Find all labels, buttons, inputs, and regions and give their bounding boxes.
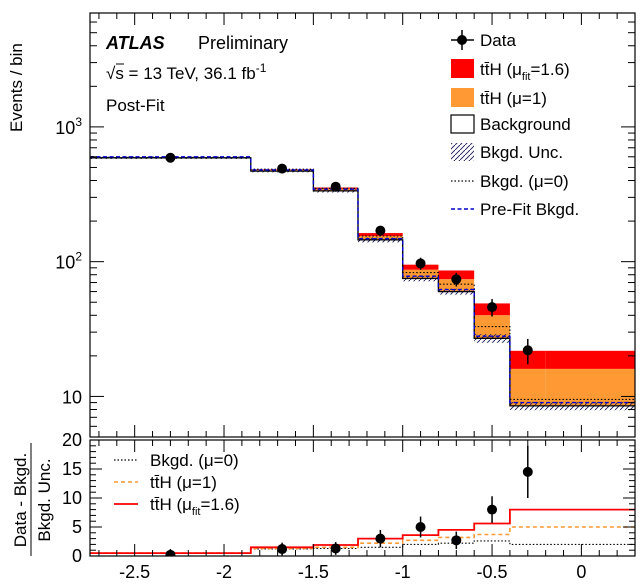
ratio-y-tick-label: 15 <box>62 459 82 479</box>
legend-data-marker <box>457 35 467 45</box>
legend-background-label: Background <box>480 115 571 134</box>
legend-entry-data: Data <box>451 30 516 50</box>
ratio-legend-entry-tth-fit: tt̄H (μfit=1.6) <box>114 495 240 518</box>
data-point <box>165 152 176 163</box>
data-point <box>375 225 386 236</box>
ratio-legend-entry-bkg-mu0: Bkgd. (μ=0) <box>114 451 239 470</box>
data-point <box>487 302 498 313</box>
preliminary-label: Preliminary <box>198 33 288 53</box>
data-point <box>522 345 533 356</box>
ratio-y-tick-label: 20 <box>62 430 82 450</box>
tth-fit-bar <box>545 350 635 369</box>
x-tick-label: -1.5 <box>298 562 329 582</box>
data-point <box>277 163 288 174</box>
ratio-data-point <box>522 466 533 477</box>
main-y-tick-label: 102 <box>55 250 82 273</box>
ratio-legend-tth-fit-label: tt̄H (μfit=1.6) <box>150 495 240 518</box>
main-legend: Data tt̄H (μfit=1.6) tt̄H (μ=1) Backgrou… <box>450 30 579 219</box>
ratio-y-tick-label: 0 <box>72 546 82 566</box>
legend-entry-prefit: Pre-Fit Bkgd. <box>451 200 579 219</box>
ratio-y-label-bottom: Bkgd. Unc. <box>35 458 54 541</box>
main-y-axis-label: Events / bin <box>7 43 26 132</box>
legend-background-swatch <box>450 114 475 134</box>
main-y-tick-label: 103 <box>55 115 82 138</box>
ratio-y-label-top: Data - Bkgd. <box>11 453 30 548</box>
legend-prefit-label: Pre-Fit Bkgd. <box>480 200 579 219</box>
atlas-label: ATLAS <box>105 33 165 53</box>
main-panel-frame <box>89 12 636 438</box>
background-bar <box>250 171 314 437</box>
tth-mu1-bar <box>402 269 439 279</box>
data-point <box>451 274 462 285</box>
data-point <box>330 181 341 192</box>
ratio-y-tick-label: 5 <box>72 517 82 537</box>
ratio-bkg-mu0-line <box>90 540 635 554</box>
legend-data-label: Data <box>480 31 516 50</box>
ratio-legend-entry-tth-mu1: tt̄H (μ=1) <box>114 473 217 492</box>
legend-entry-tth-fit: tt̄H (μfit=1.6) <box>451 59 570 83</box>
background-bar <box>313 190 359 437</box>
legend-tth-fit-swatch <box>451 59 474 78</box>
legend-bkg-unc-label: Bkgd. Unc. <box>480 143 563 162</box>
legend-entry-bkg-unc: Bkgd. Unc. <box>451 143 563 162</box>
post-fit-label: Post-Fit <box>106 96 165 115</box>
background-bar <box>358 239 403 437</box>
ratio-data-point <box>277 544 288 555</box>
legend-entry-bkg-mu0: Bkgd. (μ=0) <box>451 172 569 191</box>
ratio-y-tick-label: 10 <box>62 488 82 508</box>
ratio-legend-tth-mu1-label: tt̄H (μ=1) <box>150 473 217 492</box>
legend-bkg-unc-swatch <box>451 143 474 161</box>
background-bar <box>90 157 251 437</box>
legend-bkg-mu0-label: Bkgd. (μ=0) <box>480 172 569 191</box>
ratio-data-point <box>415 522 426 532</box>
x-tick-label: -2 <box>216 562 232 582</box>
legend-tth-mu1-swatch <box>451 88 474 107</box>
legend-entry-tth-mu1: tt̄H (μ=1) <box>451 88 547 108</box>
x-tick-label: -1 <box>395 562 411 582</box>
tth-mu1-bar <box>509 368 546 406</box>
ratio-data-point <box>330 543 341 554</box>
main-y-tick-label: 10 <box>62 387 82 407</box>
legend-tth-fit-label: tt̄H (μfit=1.6) <box>480 60 570 83</box>
background-outline <box>90 157 635 407</box>
background-bar <box>474 338 510 437</box>
ratio-data-point <box>487 504 498 515</box>
prefit-bkg-line <box>90 156 635 404</box>
ratio-data-point <box>451 535 462 546</box>
tth-mu1-bar <box>545 368 635 406</box>
energy-lumi-label: √s = 13 TeV, 36.1 fb-1 <box>106 61 267 83</box>
ratio-legend: Bkgd. (μ=0) tt̄H (μ=1) tt̄H (μfit=1.6) <box>114 451 240 518</box>
background-bar <box>402 278 439 437</box>
ratio-tth-fit-line <box>90 508 635 554</box>
legend-entry-background: Background <box>450 114 571 134</box>
x-tick-label: 0 <box>576 562 586 582</box>
ratio-tth-mu1-line <box>90 526 635 554</box>
x-tick-label: -2.5 <box>119 562 150 582</box>
ratio-data-point <box>375 533 386 544</box>
ratio-legend-bkg-mu0-label: Bkgd. (μ=0) <box>150 451 239 470</box>
legend-tth-mu1-label: tt̄H (μ=1) <box>480 89 547 108</box>
background-bar <box>438 291 475 437</box>
x-tick-label: -0.5 <box>477 562 508 582</box>
background-bar <box>545 405 635 437</box>
data-point <box>415 258 426 269</box>
